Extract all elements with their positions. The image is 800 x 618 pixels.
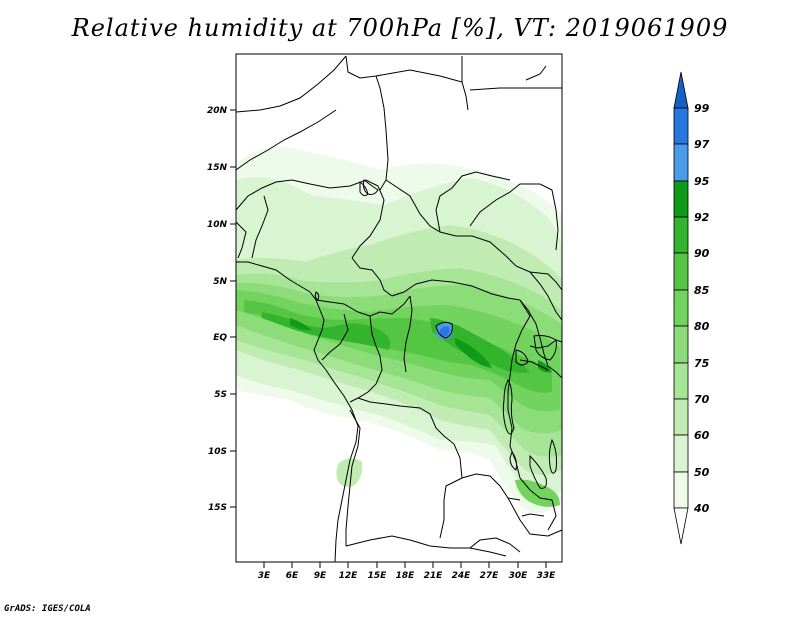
colorbar-segment-95: [673, 143, 689, 182]
colorbar-segment-70: [673, 362, 689, 400]
lon-label: 12E: [339, 571, 359, 581]
lon-label: 15E: [368, 571, 388, 581]
lat-label: 5S: [214, 390, 227, 400]
rh-92-region: [455, 338, 492, 368]
colorbar-segment-90: [673, 216, 689, 254]
lon-label: 24E: [452, 571, 472, 581]
coastline: [236, 261, 359, 563]
lon-label: 33E: [537, 571, 557, 581]
colorbar-label: 90: [694, 247, 710, 260]
colorbar-label: 97: [694, 138, 710, 151]
rh-92-region-3: [538, 360, 552, 373]
lon-label: 21E: [424, 571, 444, 581]
colorbar-bottom-arrow: [673, 507, 689, 545]
credit-text: GrADS: IGES/COLA: [4, 604, 91, 614]
rh-patch-south: [336, 458, 363, 487]
rh-85-region: [244, 300, 552, 393]
colorbar-label: 70: [694, 393, 710, 406]
colorbar-segment-92: [673, 180, 689, 218]
lon-label: 30E: [509, 571, 529, 581]
colorbar-label: 60: [694, 429, 710, 442]
rh-97-region: [440, 326, 450, 337]
colorbar-label: 95: [694, 175, 710, 188]
lon-label: 3E: [258, 571, 271, 581]
lon-label: 27E: [480, 571, 500, 581]
colorbar: [673, 71, 689, 545]
colorbar-label: 92: [694, 211, 710, 224]
colorbar-segment-60: [673, 398, 689, 436]
boundaries: [235, 55, 563, 563]
lat-label: 10N: [207, 220, 228, 230]
colorbar-segment-75: [673, 325, 689, 364]
rh-patch-southeast: [515, 479, 560, 507]
map-title: Relative humidity at 700hPa [%], VT: 201…: [71, 14, 729, 42]
lat-label: 10S: [208, 447, 227, 457]
lat-label: 5N: [213, 277, 227, 287]
lat-axis: [230, 109, 236, 508]
lon-axis: [263, 562, 547, 568]
lat-label: 20N: [207, 106, 228, 116]
colorbar-label: 40: [693, 502, 710, 515]
colorbar-segment-80: [673, 289, 689, 327]
colorbar-label: 99: [694, 102, 710, 115]
colorbar-label: 80: [694, 320, 710, 333]
map-frame: [235, 53, 563, 563]
colorbar-segment-85: [673, 252, 689, 291]
colorbar-segment-40: [673, 471, 689, 509]
colorbar-label: 50: [694, 466, 710, 479]
lon-label: 9E: [314, 571, 327, 581]
colorbar-top-arrow: [673, 71, 689, 109]
lon-label: 18E: [396, 571, 416, 581]
rh-90-region-east: [430, 318, 530, 373]
lat-label: 15N: [207, 163, 228, 173]
lon-label: 6E: [286, 571, 299, 581]
lat-label: EQ: [213, 333, 227, 343]
colorbar-segment-50: [673, 434, 689, 473]
lat-label: 15S: [208, 503, 227, 513]
rh-92-region-2: [290, 318, 312, 331]
colorbar-label: 85: [694, 284, 710, 297]
colorbar-segment-97: [673, 107, 689, 145]
colorbar-label: 75: [694, 357, 710, 370]
humidity-shading: [236, 147, 562, 514]
